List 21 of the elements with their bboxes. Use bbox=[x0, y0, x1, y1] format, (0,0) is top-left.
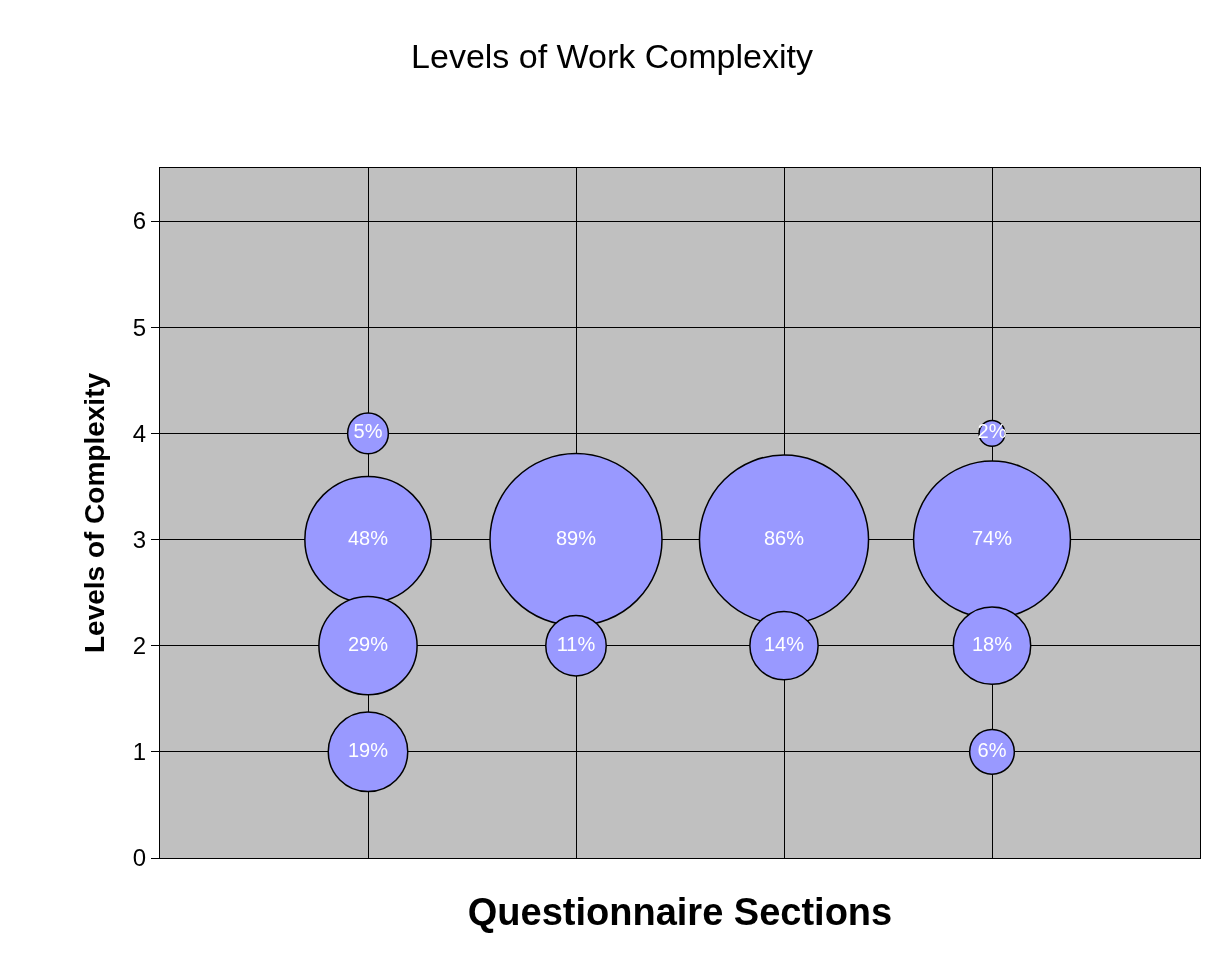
y-tick-label: 1 bbox=[132, 738, 147, 766]
data-label: 6% bbox=[977, 738, 1007, 761]
data-label: 29% bbox=[347, 632, 389, 655]
y-tick-label: 2 bbox=[132, 632, 147, 660]
x-axis-title: Questionnaire Sections bbox=[467, 891, 893, 934]
data-label: 11% bbox=[556, 632, 596, 655]
data-label: 89% bbox=[555, 526, 597, 549]
y-tick-label: 6 bbox=[132, 207, 147, 235]
y-tick-label: 5 bbox=[132, 313, 147, 341]
data-label: 5% bbox=[353, 420, 383, 443]
y-tick-label: 0 bbox=[132, 844, 147, 872]
chart-title: Levels of Work Complexity bbox=[411, 36, 813, 75]
y-tick-label: 3 bbox=[132, 525, 147, 553]
y-axis-title: Levels of Complexity bbox=[78, 372, 110, 654]
data-label: 19% bbox=[347, 738, 389, 761]
y-tick-label: 4 bbox=[132, 419, 147, 447]
data-label: 48% bbox=[347, 526, 389, 549]
data-label: 18% bbox=[971, 632, 1013, 655]
data-label: 86% bbox=[763, 526, 805, 549]
data-label: 74% bbox=[971, 526, 1013, 549]
data-label: 14% bbox=[763, 632, 805, 655]
